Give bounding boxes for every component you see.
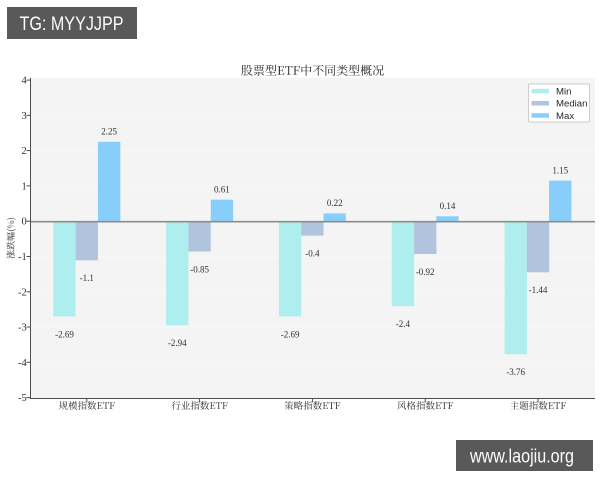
svg-text:Max: Max [556,111,574,122]
svg-text:1: 1 [22,181,27,192]
svg-text:-5: -5 [18,393,27,404]
svg-text:-2.4: -2.4 [396,319,411,329]
svg-text:Median: Median [556,99,587,110]
svg-text:TG: MYYJJPP: TG: MYYJJPP [20,14,124,35]
svg-text:-1: -1 [18,252,27,263]
svg-text:0: 0 [22,217,27,228]
svg-text:www.laojiu.org: www.laojiu.org [469,447,574,468]
svg-text:4: 4 [22,76,28,87]
svg-text:-3.76: -3.76 [506,367,525,377]
svg-text:-2.69: -2.69 [55,329,74,339]
svg-text:-0.92: -0.92 [416,267,435,277]
svg-text:3: 3 [22,111,27,122]
svg-text:-2: -2 [18,287,27,298]
svg-text:0.14: 0.14 [440,201,456,211]
svg-text:-4: -4 [18,358,27,369]
svg-text:-0.4: -0.4 [305,249,320,259]
svg-text:2.25: 2.25 [101,127,117,137]
svg-text:1.15: 1.15 [552,165,568,175]
svg-text:0.22: 0.22 [327,198,343,208]
svg-text:-2.69: -2.69 [281,329,300,339]
svg-text:-1.44: -1.44 [529,285,548,295]
svg-text:-3: -3 [18,323,27,334]
svg-text:2: 2 [22,146,27,157]
svg-text:-2.94: -2.94 [168,338,187,348]
svg-text:0.61: 0.61 [214,184,230,194]
svg-text:Min: Min [556,87,571,98]
svg-text:-1.1: -1.1 [80,273,94,283]
svg-text:-0.85: -0.85 [190,264,209,274]
